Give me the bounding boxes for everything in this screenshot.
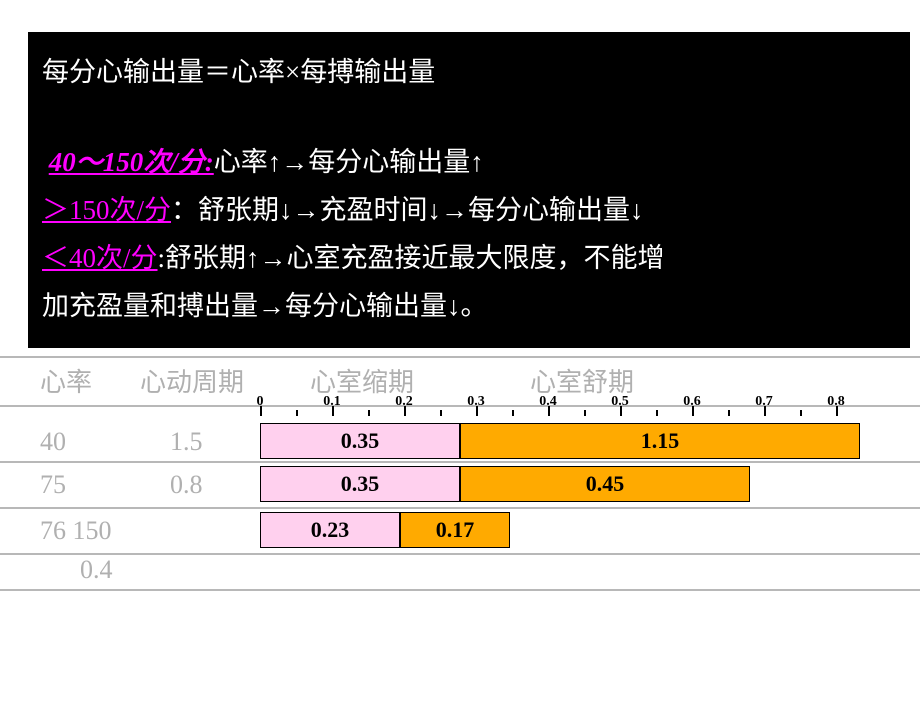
range-2-label: ＞150次/分 [42,195,171,225]
range-line-2: ＞150次/分：舒张期↓→充盈时间↓→每分心输出量↓ [42,186,900,234]
ruler-label: 0.6 [683,394,701,410]
bar-container: 0.230.17 [260,512,510,550]
cell-heart-rate: 40 [40,427,170,457]
range-1-label: 40～150次/分: [49,147,214,177]
range-3-label: ＜40次/分 [42,243,158,273]
spacer [42,94,900,138]
col-cycle: 心动周期 [140,362,310,399]
ruler-label: 0 [257,394,264,410]
table-row: 76 150 0.230.17 [0,509,920,555]
ruler-label: 0.1 [323,394,341,410]
col-heart-rate: 心率 [40,362,140,399]
ruler-minor-tick [512,410,514,416]
footer-value: 0.4 [0,555,920,591]
range-2-body: ：舒张期↓→充盈时间↓→每分心输出量↓ [171,195,644,225]
ruler-minor-tick [368,410,370,416]
ruler-minor-tick [800,410,802,416]
data-table: 心率 心动周期 心室缩期 心室舒期 0 0.1 0.2 0.3 0.4 0.5 0.6 0.7… [0,356,920,591]
range-3-body: :舒张期↑→心室充盈接近最大限度，不能增 [158,243,665,273]
diastole-bar: 1.15 [460,423,860,459]
ruler-minor-tick [584,410,586,416]
cell-heart-rate: 76 150 [40,516,170,546]
range-line-3: ＜40次/分:舒张期↑→心室充盈接近最大限度，不能增 [42,234,900,282]
formula-line: 每分心输出量＝心率×每搏输出量 [42,50,900,94]
bar-container: 0.350.45 [260,466,750,504]
systole-bar: 0.23 [260,512,400,548]
range-1-body: 心率↑→每分心输出量↑ [214,147,484,177]
text-panel: 每分心输出量＝心率×每搏输出量 40～150次/分:心率↑→每分心输出量↑ ＞1… [28,32,910,348]
col-systole: 心室缩期 [310,362,530,399]
bar-container: 0.351.15 [260,423,860,461]
ruler-minor-tick [296,410,298,416]
ruler-label: 0.5 [611,394,629,410]
time-ruler: 0 0.1 0.2 0.3 0.4 0.5 0.6 0.7 0.8 [260,396,860,420]
ruler-label: 0.7 [755,394,773,410]
ruler-label: 0.4 [539,394,557,410]
diastole-bar: 0.45 [460,466,750,502]
col-diastole: 心室舒期 [530,362,770,399]
ruler-label: 0.8 [827,394,845,410]
systole-bar: 0.35 [260,466,460,502]
diastole-bar: 0.17 [400,512,510,548]
ruler-label: 0.2 [395,394,413,410]
ruler-minor-tick [656,410,658,416]
systole-bar: 0.35 [260,423,460,459]
ruler-minor-tick [728,410,730,416]
range-line-3b: 加充盈量和搏出量→每分心输出量↓。 [42,282,900,330]
ruler-label: 0.3 [467,394,485,410]
range-line-1: 40～150次/分:心率↑→每分心输出量↑ [42,138,900,186]
table-row: 750.80.350.45 [0,463,920,509]
cell-heart-rate: 75 [40,470,170,500]
ruler-minor-tick [440,410,442,416]
